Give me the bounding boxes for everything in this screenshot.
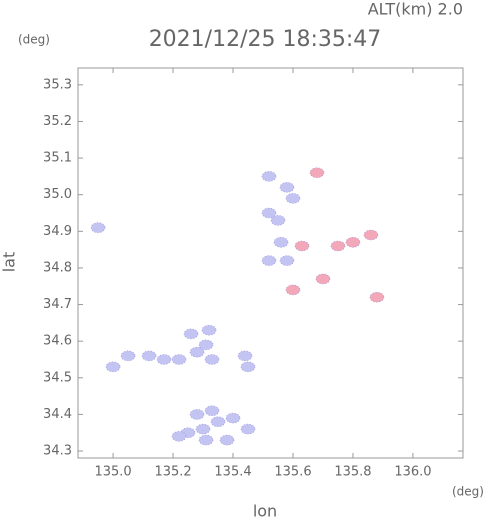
echo-point: [225, 412, 241, 424]
echo-point: [279, 255, 295, 266]
echo-point: [261, 255, 277, 266]
echo-point: [195, 423, 211, 435]
echo-point: [156, 354, 172, 365]
echo-point: [120, 350, 136, 362]
echo-point: [90, 222, 106, 233]
echo-point: [198, 339, 214, 351]
echo-point: [315, 273, 331, 285]
x-tick-label: 135.2: [154, 465, 191, 480]
echo-point: [309, 167, 325, 179]
echo-point: [261, 171, 277, 182]
echo-point: [270, 215, 286, 226]
x-tick-label: 135.6: [274, 465, 311, 480]
y-tick-label: 34.6: [43, 334, 72, 349]
y-tick-label: 35.0: [43, 187, 72, 202]
echo-point: [237, 350, 253, 362]
y-tick-label: 35.1: [43, 151, 72, 166]
echo-point: [240, 423, 256, 435]
y-tick-label: 35.3: [43, 77, 72, 92]
x-tick-label: 135.0: [94, 465, 131, 480]
echo-point: [204, 405, 220, 417]
x-tick-label: 136.0: [394, 465, 431, 480]
y-unit: (deg): [18, 33, 50, 47]
altitude-label: ALT(km) 2.0: [368, 0, 463, 19]
x-unit: (deg): [452, 485, 484, 499]
echo-point: [189, 409, 205, 420]
y-axis-label: lat: [0, 252, 19, 273]
x-tick-label: 135.4: [214, 465, 251, 480]
echo-point: [240, 361, 256, 373]
y-tick-label: 35.2: [43, 114, 72, 129]
echo-point: [141, 350, 157, 362]
x-tick-label: 135.8: [334, 465, 371, 480]
chart-title: 2021/12/25 18:35:47: [149, 27, 382, 52]
y-tick-label: 34.8: [43, 260, 72, 275]
echo-point: [219, 434, 235, 446]
echo-point: [330, 240, 346, 252]
echo-point: [201, 324, 217, 336]
echo-point: [210, 416, 226, 428]
echo-point: [369, 291, 385, 303]
echo-point: [261, 207, 277, 219]
echo-point: [285, 284, 301, 296]
echo-point: [294, 240, 310, 252]
echo-point: [105, 361, 121, 373]
y-tick-label: 34.4: [43, 407, 72, 422]
echo-point: [204, 354, 220, 365]
y-tick-label: 34.7: [43, 297, 72, 312]
echo-point: [198, 434, 214, 446]
x-axis-label: lon: [253, 502, 277, 521]
echo-point: [285, 193, 301, 204]
echo-point: [273, 237, 289, 248]
plot-frame: [77, 67, 464, 459]
echo-point: [171, 431, 187, 442]
echo-point: [279, 182, 295, 193]
echo-point: [363, 229, 379, 241]
y-tick-label: 34.3: [43, 444, 72, 459]
y-tick-label: 34.9: [43, 224, 72, 239]
echo-point: [183, 328, 199, 340]
y-tick-label: 34.5: [43, 370, 72, 385]
echo-point: [345, 237, 361, 248]
echo-point: [171, 354, 187, 365]
echo-point: [189, 346, 205, 358]
